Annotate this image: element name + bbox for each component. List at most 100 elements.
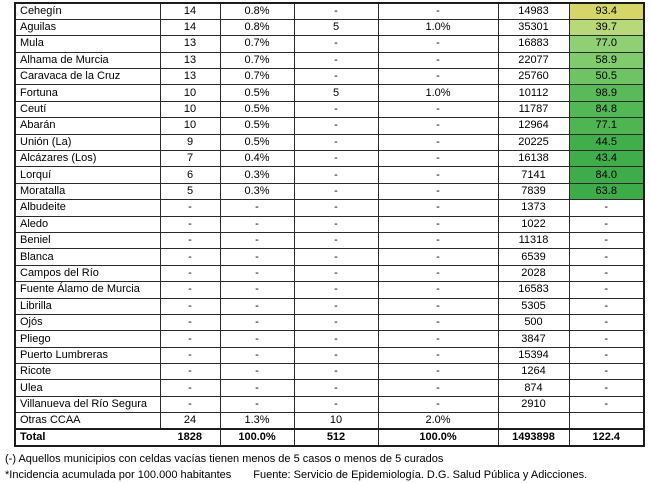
cell-cured: -	[293, 330, 379, 348]
cell-incidence: -	[568, 199, 645, 217]
cell-cases: -	[159, 199, 221, 217]
cell-municipality: Aledo	[14, 215, 161, 233]
cell-municipality: Mula	[14, 35, 161, 53]
table-row: Aguilas 14 0.8% 5 1.0% 35301 39.7	[14, 18, 645, 37]
cell-incidence: -	[568, 363, 645, 381]
cell-cured_pct: -	[377, 2, 499, 20]
cell-cured: -	[293, 379, 379, 397]
cell-cured_pct: -	[377, 330, 499, 348]
cell-municipality: Pliego	[14, 330, 161, 348]
cell-cases_pct: -	[219, 330, 295, 348]
cell-incidence: -	[568, 215, 645, 233]
cell-population: 5305	[497, 297, 570, 315]
cell-cases: 24	[159, 412, 221, 430]
cell-cured_pct: -	[377, 51, 499, 70]
table-row: Alhama de Murcia 13 0.7% - -22077 58.9	[14, 51, 645, 70]
cell-cured_pct: -	[377, 68, 499, 86]
cell-incidence: -	[568, 395, 645, 414]
table-row: Librilla - - - -5305-	[14, 297, 645, 315]
cell-municipality: Ceutí	[14, 100, 161, 119]
cell-cured_pct: -	[377, 248, 499, 266]
cell-cases: -	[159, 297, 221, 315]
cell-cases: -	[159, 215, 221, 233]
cell-cases: 14	[159, 18, 221, 37]
cell-incidence: 98.9	[568, 84, 645, 102]
cell-municipality: Alcázares (Los)	[14, 150, 161, 168]
footnote-line-2: *Incidencia acumulada por 100.000 habita…	[5, 467, 649, 483]
cell-cases: 13	[159, 68, 221, 86]
footnote-source: Fuente: Servicio de Epidemiología. D.G. …	[253, 469, 588, 481]
cell-cured: -	[293, 199, 379, 217]
cell-incidence: -	[568, 231, 645, 250]
cell-cured_pct: -	[377, 346, 499, 365]
table-row: Fuente Álamo de Murcia - - - -16583-	[14, 281, 645, 299]
cell-cured: -	[293, 264, 379, 283]
table-row: Albudeite - - - -1373-	[14, 199, 645, 217]
cell-cured: -	[293, 166, 379, 184]
cell-cases_pct: -	[219, 395, 295, 414]
cell-population: 1264	[497, 363, 570, 381]
cell-incidence: 50.5	[568, 68, 645, 86]
cell-cases_pct: 0.7%	[219, 68, 295, 86]
cell-incidence: -	[568, 346, 645, 365]
cell-cured_pct: -	[377, 297, 499, 315]
cell-population: 1373	[497, 199, 570, 217]
table-body: Cehegín 14 0.8% - -14983 93.4 Aguilas 14 0.8% 5 1.…	[14, 2, 645, 447]
table-row: Puerto Lumbreras - - - -15394-	[14, 346, 645, 365]
cell-cases_pct: 0.8%	[219, 18, 295, 37]
cell-incidence: -	[568, 264, 645, 283]
cell-cases_pct: 0.5%	[219, 100, 295, 119]
cell-cases_pct: 0.3%	[219, 166, 295, 184]
cell-incidence: 44.5	[568, 133, 645, 152]
cell-cases: 14	[159, 2, 221, 20]
cell-cured_pct: -	[377, 100, 499, 119]
cell-incidence: 84.0	[568, 166, 645, 184]
cell-cured: 512	[293, 428, 379, 447]
cell-population: 16583	[497, 281, 570, 299]
cell-population: 500	[497, 313, 570, 332]
cell-cured: -	[293, 35, 379, 53]
cell-municipality: Moratalla	[14, 182, 161, 201]
cell-cases_pct: 0.7%	[219, 51, 295, 70]
cell-cases_pct: -	[219, 264, 295, 283]
cell-incidence: -	[568, 281, 645, 299]
cell-cured: -	[293, 51, 379, 70]
cell-population: 874	[497, 379, 570, 397]
cell-cases_pct: 0.7%	[219, 35, 295, 53]
cell-cases_pct: 100.0%	[219, 428, 295, 447]
cell-cases_pct: -	[219, 363, 295, 381]
cell-population: 6539	[497, 248, 570, 266]
cell-cured: -	[293, 182, 379, 201]
cell-incidence: -	[568, 297, 645, 315]
table-row: Beniel - - - -11318-	[14, 231, 645, 250]
cell-cases_pct: -	[219, 215, 295, 233]
cell-cured: 5	[293, 18, 379, 37]
table-row: Cehegín 14 0.8% - -14983 93.4	[14, 2, 645, 20]
cell-incidence: -	[568, 330, 645, 348]
cell-cases: -	[159, 248, 221, 266]
cell-municipality: Fuente Álamo de Murcia	[14, 281, 161, 299]
cell-population: 11318	[497, 231, 570, 250]
table-row: Fortuna 10 0.5% 5 1.0% 10112 98.9	[14, 84, 645, 102]
cell-cured_pct: 1.0%	[377, 84, 499, 102]
table-row: Ceutí 10 0.5% - -11787 84.8	[14, 100, 645, 119]
cell-municipality: Abarán	[14, 117, 161, 135]
cell-cases: -	[159, 379, 221, 397]
table-row: Ojós - - - -500-	[14, 313, 645, 332]
cell-cases_pct: -	[219, 231, 295, 250]
cell-cases: -	[159, 330, 221, 348]
cell-cured_pct: -	[377, 313, 499, 332]
cell-incidence: -	[568, 313, 645, 332]
cell-cured_pct: -	[377, 264, 499, 283]
cell-cured_pct: -	[377, 395, 499, 414]
cell-cured_pct: -	[377, 150, 499, 168]
cell-cases_pct: 0.8%	[219, 2, 295, 20]
cell-municipality: Aguilas	[14, 18, 161, 37]
cell-cured: 5	[293, 84, 379, 102]
table-row: Mula 13 0.7% - -16883 77.0	[14, 35, 645, 53]
cell-population: 20225	[497, 133, 570, 152]
cell-cases: 13	[159, 35, 221, 53]
cell-cases_pct: 0.5%	[219, 117, 295, 135]
cell-incidence: 77.1	[568, 117, 645, 135]
cell-population: 10112	[497, 84, 570, 102]
